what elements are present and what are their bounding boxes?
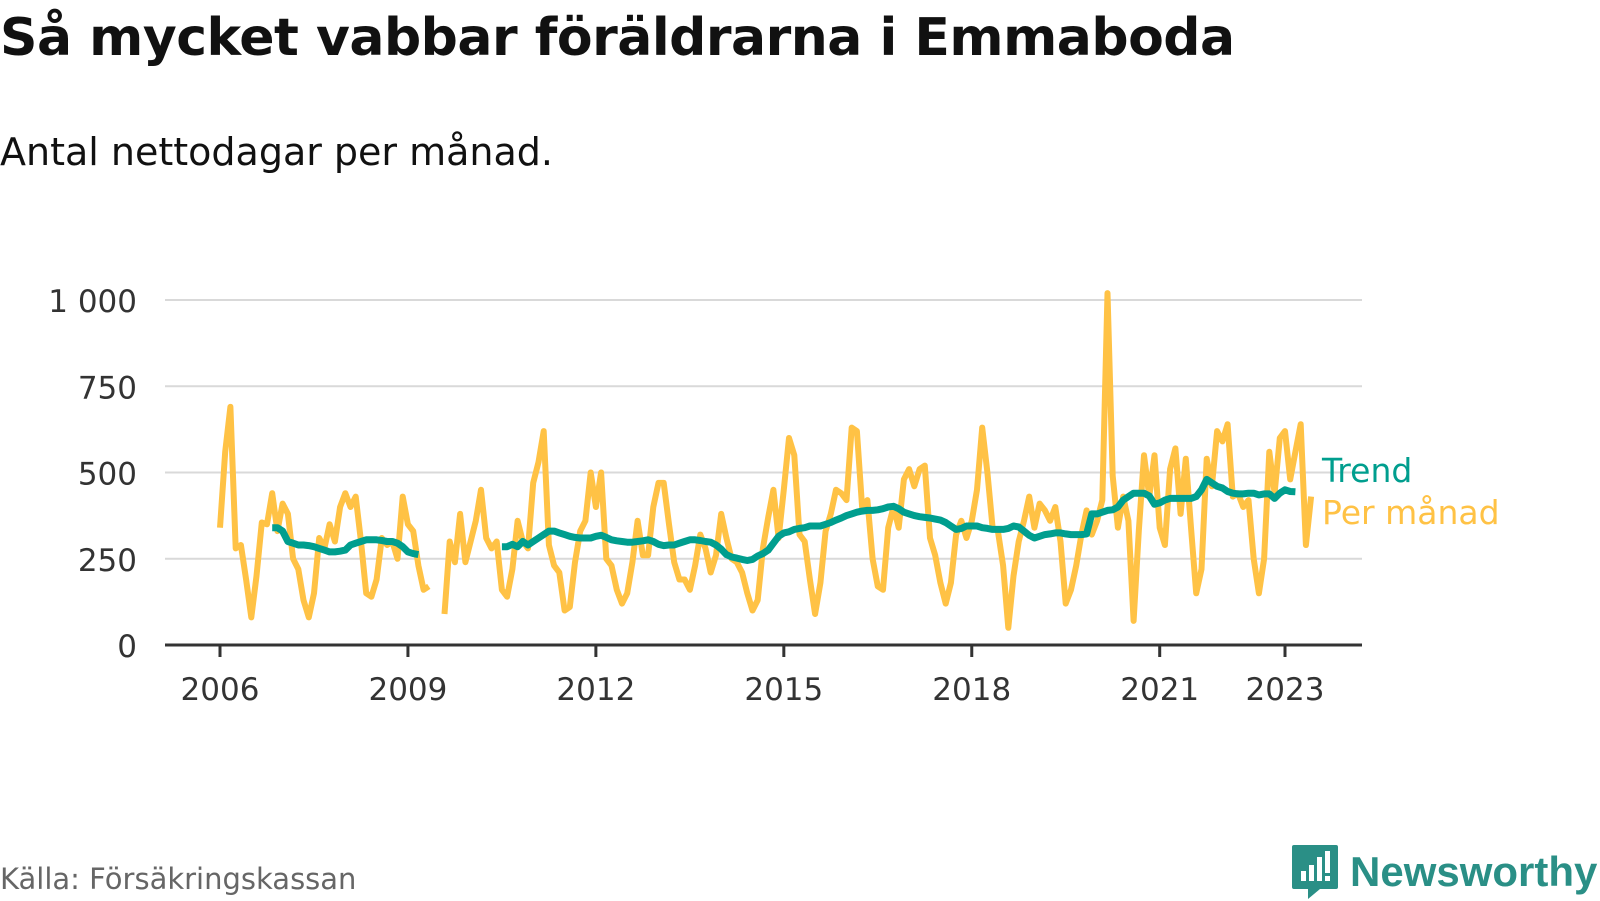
brand-name: Newsworthy bbox=[1350, 848, 1598, 895]
brand-logo: Newsworthy bbox=[1290, 843, 1597, 901]
y-tick-label: 500 bbox=[78, 457, 137, 493]
newsworthy-logo-icon bbox=[1292, 845, 1338, 899]
legend-label-trend: Trend bbox=[1321, 451, 1412, 490]
trend-series-line bbox=[272, 524, 420, 559]
y-tick-label: 750 bbox=[78, 370, 137, 406]
x-tick-label: 2023 bbox=[1246, 672, 1325, 708]
y-tick-label: 250 bbox=[78, 543, 137, 579]
legend-label-monthly: Per månad bbox=[1322, 493, 1500, 532]
x-tick-label: 2018 bbox=[932, 672, 1011, 708]
trend-series-line bbox=[501, 475, 1296, 564]
x-tick-label: 2009 bbox=[368, 672, 447, 708]
monthly-series-line bbox=[217, 403, 431, 621]
x-tick-label: 2012 bbox=[556, 672, 635, 708]
y-tick-label: 0 bbox=[117, 629, 137, 665]
x-tick-label: 2015 bbox=[744, 672, 823, 708]
x-tick-label: 2006 bbox=[181, 672, 260, 708]
x-tick-label: 2021 bbox=[1120, 672, 1199, 708]
chart-subtitle: Antal nettodagar per månad. bbox=[0, 130, 554, 174]
monthly-series-line bbox=[441, 290, 1315, 631]
y-tick-label: 1 000 bbox=[48, 284, 137, 320]
source-note: Källa: Försäkringskassan bbox=[0, 862, 357, 896]
chart-title: Så mycket vabbar föräldrarna i Emmaboda bbox=[0, 8, 1235, 68]
